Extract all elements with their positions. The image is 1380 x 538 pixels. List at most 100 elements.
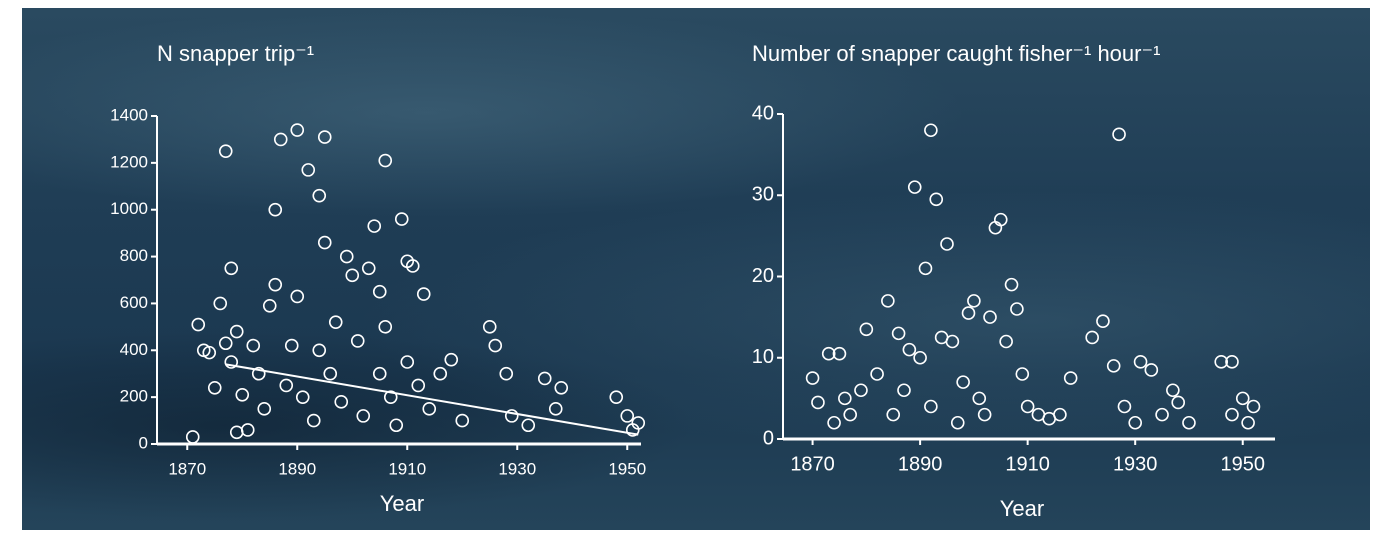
point: [555, 382, 567, 394]
point: [1129, 417, 1141, 429]
point: [286, 340, 298, 352]
point: [225, 262, 237, 274]
charts: N snapper trip⁻¹Year02004006008001000120…: [0, 0, 1380, 538]
point: [220, 145, 232, 157]
x-tick-label: 1870: [168, 459, 206, 478]
point: [1011, 303, 1023, 315]
point: [258, 403, 270, 415]
point: [401, 356, 413, 368]
y-tick-label: 10: [752, 346, 774, 368]
point: [357, 410, 369, 422]
x-tick-label: 1930: [1113, 453, 1158, 475]
point: [330, 316, 342, 328]
point: [903, 344, 915, 356]
x-tick-label: 1910: [388, 459, 426, 478]
point: [946, 336, 958, 348]
point: [209, 382, 221, 394]
point: [192, 319, 204, 331]
point: [368, 220, 380, 232]
point: [930, 193, 942, 205]
chart-title: Number of snapper caught fisher⁻¹ hour⁻¹: [752, 41, 1160, 66]
point: [374, 368, 386, 380]
point: [1118, 401, 1130, 413]
point: [264, 300, 276, 312]
point: [390, 419, 402, 431]
point: [984, 311, 996, 323]
y-tick-label: 1000: [110, 199, 148, 218]
point: [925, 124, 937, 136]
point: [1006, 279, 1018, 291]
y-tick-label: 20: [752, 265, 774, 287]
point: [1172, 396, 1184, 408]
point: [963, 307, 975, 319]
point: [280, 379, 292, 391]
y-tick-label: 1400: [110, 105, 148, 124]
point: [319, 131, 331, 143]
point: [313, 190, 325, 202]
point: [214, 297, 226, 309]
point: [1237, 392, 1249, 404]
point: [1183, 417, 1195, 429]
point: [1108, 360, 1120, 372]
y-tick-label: 1200: [110, 152, 148, 171]
x-tick-label: 1950: [608, 459, 646, 478]
point: [1135, 356, 1147, 368]
point: [1113, 128, 1125, 140]
point: [839, 392, 851, 404]
point: [871, 368, 883, 380]
point: [187, 431, 199, 443]
point: [979, 409, 991, 421]
chart-title: N snapper trip⁻¹: [157, 41, 314, 66]
point: [957, 376, 969, 388]
point: [346, 269, 358, 281]
trend-line: [226, 364, 639, 434]
x-tick-label: 1890: [898, 453, 943, 475]
y-tick-label: 30: [752, 184, 774, 206]
point: [352, 335, 364, 347]
point: [914, 352, 926, 364]
point: [855, 384, 867, 396]
point: [456, 415, 468, 427]
point: [324, 368, 336, 380]
point: [335, 396, 347, 408]
point: [242, 424, 254, 436]
point: [434, 368, 446, 380]
point: [423, 403, 435, 415]
point: [308, 415, 320, 427]
point: [379, 321, 391, 333]
y-tick-label: 0: [139, 433, 148, 452]
x-axis-title: Year: [1000, 496, 1044, 521]
point: [522, 419, 534, 431]
point: [1156, 409, 1168, 421]
point: [341, 251, 353, 263]
x-tick-label: 1870: [790, 453, 835, 475]
point: [1247, 401, 1259, 413]
point: [1016, 368, 1028, 380]
point: [952, 417, 964, 429]
point: [319, 237, 331, 249]
point: [363, 262, 375, 274]
point: [621, 410, 633, 422]
point: [860, 323, 872, 335]
point: [396, 213, 408, 225]
y-tick-label: 0: [763, 427, 774, 449]
point: [1097, 315, 1109, 327]
point: [610, 391, 622, 403]
point: [941, 238, 953, 250]
point: [484, 321, 496, 333]
point: [1086, 331, 1098, 343]
point: [973, 392, 985, 404]
point: [919, 262, 931, 274]
x-axis-title: Year: [380, 491, 424, 516]
point: [412, 379, 424, 391]
point: [1226, 409, 1238, 421]
point: [275, 133, 287, 145]
point: [313, 344, 325, 356]
point: [302, 164, 314, 176]
point: [1054, 409, 1066, 421]
point: [893, 327, 905, 339]
point: [828, 417, 840, 429]
point: [231, 326, 243, 338]
point: [1065, 372, 1077, 384]
point: [1000, 336, 1012, 348]
